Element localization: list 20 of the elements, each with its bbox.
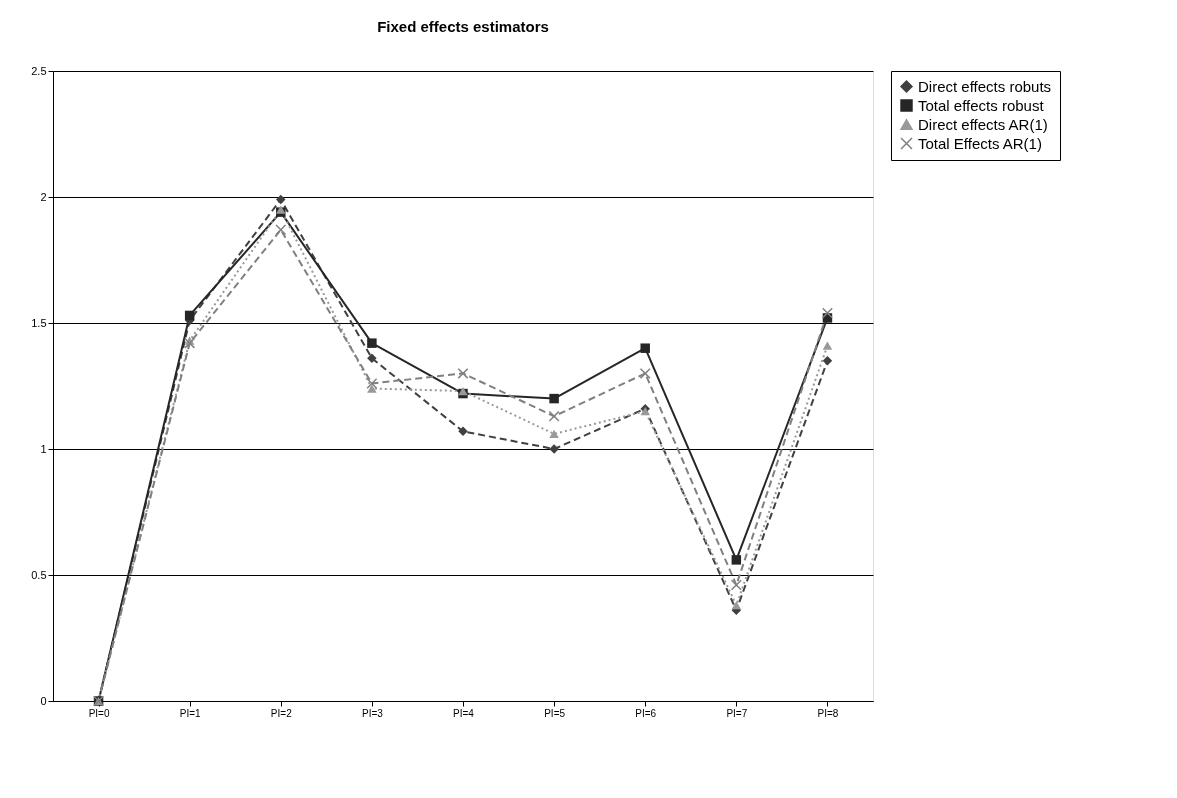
x-tick-label: PI=5 xyxy=(544,707,566,719)
legend-label: Total Effects AR(1) xyxy=(918,134,1042,152)
x-tick-label: PI=2 xyxy=(270,707,293,719)
x-tick-label: PI=6 xyxy=(635,707,657,719)
y-tick-label: 1.5 xyxy=(31,316,47,329)
y-tick-label: 0 xyxy=(40,694,47,707)
x-tick-label: PI=0 xyxy=(88,707,110,719)
y-tick-label: 2.5 xyxy=(31,64,47,77)
y-tick-label: 0.5 xyxy=(31,568,47,581)
legend-label: Total effects robust xyxy=(918,96,1045,114)
legend-label: Direct effects AR(1) xyxy=(918,115,1048,133)
y-tick-label: 1 xyxy=(40,442,47,455)
x-tick-label: PI=8 xyxy=(817,707,839,719)
x-tick-label: PI=1 xyxy=(179,707,202,719)
x-tick-label: PI=7 xyxy=(726,707,748,719)
x-tick-label: PI=4 xyxy=(453,707,475,719)
y-tick-label: 2 xyxy=(40,190,47,203)
chart-title: Fixed effects estimators xyxy=(377,18,549,35)
x-tick-label: PI=3 xyxy=(361,707,384,719)
legend-label: Direct effects robuts xyxy=(918,77,1052,95)
